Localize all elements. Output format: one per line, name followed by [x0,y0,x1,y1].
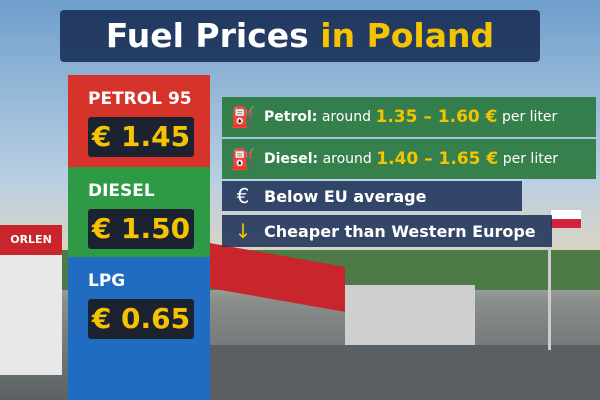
station-sign: ORLEN [0,225,62,255]
sign-panel: LPG € 0.65 [68,257,210,400]
fuel-price: € 1.45 [88,117,194,157]
fact-row: € Below EU average [222,181,522,211]
flagpole [548,210,551,350]
sign-panel: PETROL 95 € 1.45 [68,75,210,167]
down-arrow-icon: ↓ [234,219,252,243]
sign-panel: DIESEL € 1.50 [68,167,210,257]
fact-prefix: around [322,151,372,167]
fact-range: 1.35 – 1.60 € [375,107,498,127]
fuel-label: PETROL 95 [88,89,192,109]
fact-label: Petrol: [264,109,318,125]
fact-unit: per liter [501,109,558,125]
pump-icon: ⛽ [230,147,256,171]
title-text: Fuel Prices [105,16,309,55]
fuel-label: LPG [88,271,126,291]
fact-unit: per liter [502,151,559,167]
fact-text: Cheaper than Western Europe [264,221,536,241]
fact-range: 1.40 – 1.65 € [376,149,499,169]
fact-row: ↓ Cheaper than Western Europe [222,215,552,247]
fuel-label: DIESEL [88,181,155,201]
flag [551,210,581,228]
euro-icon: € [236,184,250,208]
fact-prefix: around [321,109,372,125]
pump-icon: ⛽ [230,105,256,129]
fact-row: ⛽ Diesel: around 1.40 – 1.65 € per liter [222,139,596,179]
fact-text: Below EU average [264,186,427,206]
road [210,345,600,400]
fuel-price: € 0.65 [88,299,194,339]
fuel-price: € 1.50 [88,209,194,249]
title-highlight: in Poland [320,16,495,55]
fact-label: Diesel: [264,151,319,167]
fact-row: ⛽ Petrol: around 1.35 – 1.60 € per liter [222,97,596,137]
title: Fuel Prices in Poland [60,10,540,62]
building [345,285,475,345]
